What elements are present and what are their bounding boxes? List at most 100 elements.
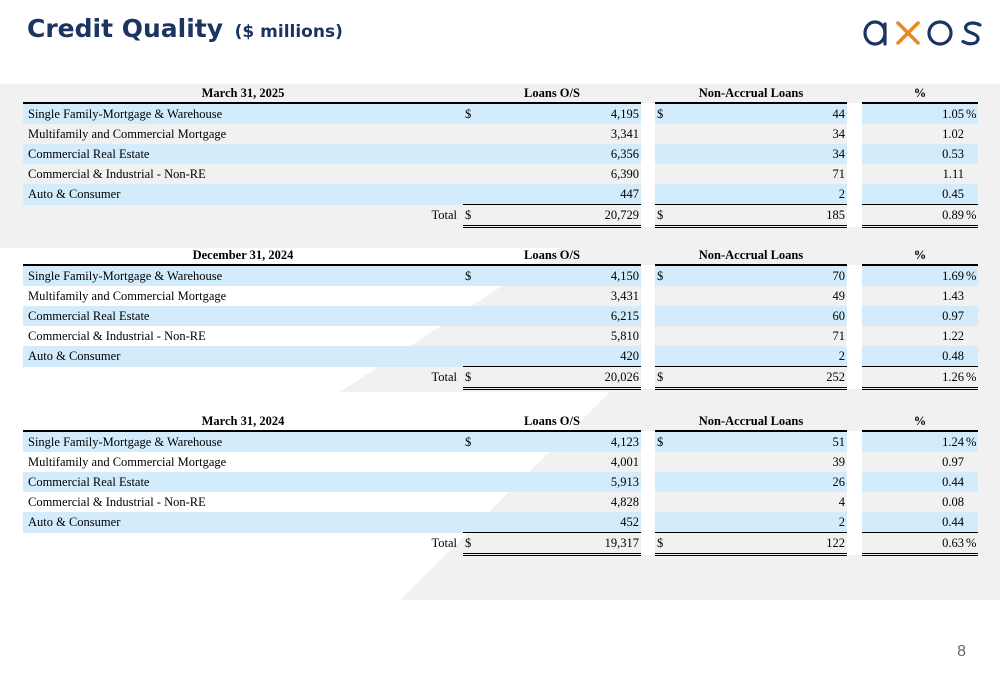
nonaccrual-currency: $ — [655, 431, 664, 452]
nonaccrual-currency — [655, 286, 664, 306]
loans-value: 3,431 — [610, 288, 639, 303]
row-label: Commercial Real Estate — [23, 306, 463, 326]
nonaccrual-value: 49 — [832, 288, 846, 303]
total-row: Total $20,729 $185 0.89% — [23, 204, 978, 228]
row-label: Multifamily and Commercial Mortgage — [28, 454, 227, 469]
percent-sign — [966, 346, 978, 367]
percent-value: 1.24 — [862, 431, 966, 452]
title-units: ($ millions) — [234, 22, 343, 42]
percent-sign: % — [966, 431, 978, 452]
loans-value: 5,913 — [472, 472, 641, 492]
total-loans-value: 19,317 — [472, 532, 641, 556]
loans-currency — [463, 492, 472, 512]
table-row: Commercial & Industrial - Non-RE 5,810 71 1… — [23, 326, 978, 346]
percent-sign — [966, 286, 978, 306]
table-row: Commercial & Industrial - Non-RE 6,390 71 1… — [23, 164, 978, 184]
loans-currency — [463, 184, 472, 205]
percent-value: 0.53 — [862, 144, 966, 164]
loans-currency — [463, 452, 472, 472]
axos-logo — [863, 20, 982, 46]
percent-sign — [966, 492, 978, 512]
loans-value: 6,215 — [472, 306, 641, 326]
table-row: Single Family-Mortgage & Warehouse $4,150… — [23, 265, 978, 286]
table-row: Multifamily and Commercial Mortgage 4,001… — [23, 452, 978, 472]
nonaccrual-value: 2 — [664, 346, 847, 367]
loans-currency — [463, 472, 472, 492]
nonaccrual-header: Non-Accrual Loans — [655, 84, 847, 104]
loans-value: 5,810 — [610, 328, 639, 343]
total-percent-value: 0.63 — [862, 532, 966, 556]
table-row: Auto & Consumer 447 2 0.45 — [23, 184, 978, 205]
period-header: March 31, 2024 — [23, 412, 463, 432]
nonaccrual-currency — [655, 472, 664, 492]
percent-sign — [966, 452, 978, 472]
nonaccrual-value: 34 — [664, 144, 847, 164]
total-label: Total — [431, 370, 457, 384]
total-percent-value: 1.26 — [862, 366, 966, 390]
nonaccrual-currency — [655, 512, 664, 533]
percent-sign — [966, 144, 978, 164]
percent-value: 1.69 — [862, 265, 966, 286]
percent-value: 0.48 — [862, 346, 966, 367]
nonaccrual-currency — [655, 124, 664, 144]
loans-value: 447 — [472, 184, 641, 205]
nonaccrual-value: 4 — [838, 494, 845, 509]
credit-quality-table: December 31, 2024 Loans O/S Non-Accrual Lo… — [23, 246, 978, 390]
total-loans-value: 20,026 — [472, 366, 641, 390]
loans-value: 4,150 — [472, 265, 641, 286]
loans-value: 3,341 — [610, 126, 639, 141]
loans-value: 4,828 — [610, 494, 639, 509]
nonaccrual-value: 34 — [832, 126, 846, 141]
percent-header: % — [862, 84, 978, 104]
nonaccrual-currency — [655, 164, 664, 184]
percent-sign — [966, 472, 978, 492]
loans-currency — [463, 286, 472, 306]
loans-currency — [463, 306, 472, 326]
percent-sign — [966, 164, 978, 184]
percent-sign: % — [966, 103, 978, 124]
row-label: Auto & Consumer — [23, 512, 463, 533]
table-row: Commercial Real Estate 6,356 34 0.53 — [23, 144, 978, 164]
nonaccrual-value: 2 — [664, 512, 847, 533]
percent-value: 0.45 — [862, 184, 966, 205]
total-percent-sign: % — [966, 204, 978, 228]
total-percent-sign: % — [966, 532, 978, 556]
total-percent-sign: % — [966, 366, 978, 390]
nonaccrual-value: 60 — [664, 306, 847, 326]
table-row: Multifamily and Commercial Mortgage 3,341… — [23, 124, 978, 144]
nonaccrual-currency — [655, 326, 664, 346]
total-nonaccrual-currency: $ — [655, 366, 664, 390]
loans-value: 6,356 — [472, 144, 641, 164]
nonaccrual-header: Non-Accrual Loans — [655, 412, 847, 432]
nonaccrual-currency: $ — [655, 265, 664, 286]
percent-value: 1.05 — [862, 103, 966, 124]
table-row: Single Family-Mortgage & Warehouse $4,123… — [23, 431, 978, 452]
period-header: December 31, 2024 — [23, 246, 463, 266]
table-row: Auto & Consumer 452 2 0.44 — [23, 512, 978, 533]
nonaccrual-currency: $ — [655, 103, 664, 124]
loans-currency: $ — [463, 431, 472, 452]
nonaccrual-currency — [655, 492, 664, 512]
loans-currency: $ — [463, 265, 472, 286]
total-loans-value: 20,729 — [472, 204, 641, 228]
credit-quality-table: March 31, 2025 Loans O/S Non-Accrual Loans… — [23, 84, 978, 228]
table-row: Auto & Consumer 420 2 0.48 — [23, 346, 978, 367]
total-percent-value: 0.89 — [862, 204, 966, 228]
row-label: Commercial Real Estate — [23, 144, 463, 164]
loans-currency — [463, 326, 472, 346]
percent-value: 0.44 — [862, 512, 966, 533]
percent-sign — [966, 326, 978, 346]
total-label: Total — [431, 208, 457, 222]
total-nonaccrual-value: 122 — [664, 532, 847, 556]
loans-currency — [463, 346, 472, 367]
row-label: Commercial & Industrial - Non-RE — [28, 328, 206, 343]
nonaccrual-value: 51 — [664, 431, 847, 452]
loans-currency — [463, 144, 472, 164]
percent-sign — [966, 124, 978, 144]
total-row: Total $19,317 $122 0.63% — [23, 532, 978, 556]
percent-value: 0.44 — [862, 472, 966, 492]
row-label: Auto & Consumer — [23, 346, 463, 367]
loans-currency: $ — [463, 103, 472, 124]
page-number: 8 — [957, 643, 966, 660]
total-label: Total — [431, 536, 457, 550]
